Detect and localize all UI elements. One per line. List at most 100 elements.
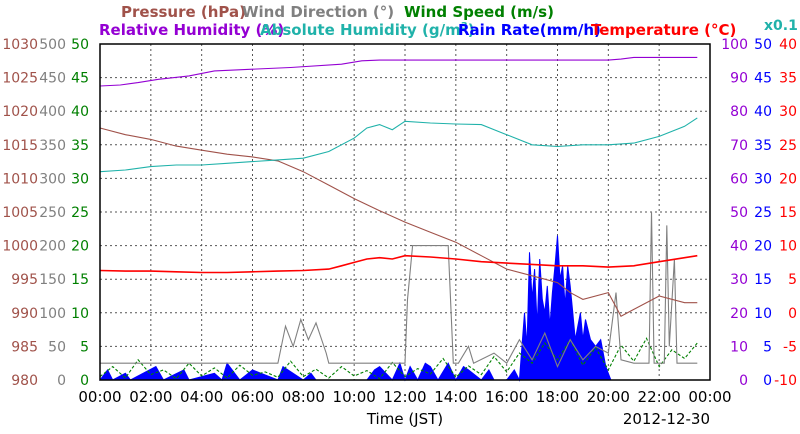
y-tick-humidity: 10 [730,339,748,355]
y-tick-temperature: 10 [779,239,797,255]
y-tick-humidity: 40 [730,239,748,255]
y-tick-rain-rate: 10 [754,306,772,322]
abs-humidity-multiplier: x0.1 [764,18,798,34]
y-tick-humidity: 50 [730,205,748,221]
x-tick-label: 06:00 [231,388,274,406]
y-tick-wind-speed: 45 [71,71,89,87]
y-tick-wind-direction: 250 [39,205,66,221]
y-tick-temperature: 0 [788,306,797,322]
y-tick-pressure: 985 [11,339,38,355]
x-axis-ticks: 00:00 02:00 04:00 06:00 08:00 10:00 12:00 14:00… [78,388,731,406]
series-layer [98,56,698,382]
y-tick-wind-speed: 15 [71,272,89,288]
y-tick-wind-direction: 500 [39,37,66,53]
y-tick-pressure: 1010 [2,171,38,187]
y-tick-pressure: 1005 [2,205,38,221]
y-tick-humidity: 0 [739,373,748,389]
y-tick-humidity: 70 [730,138,748,154]
plot-frame [99,43,711,381]
x-tick-label: 14:00 [434,388,477,406]
y-tick-wind-speed: 50 [71,37,89,53]
y-tick-wind-direction: 200 [39,239,66,255]
y-tick-wind-direction: 0 [57,373,66,389]
y-tick-humidity: 20 [730,306,748,322]
y-tick-pressure: 1015 [2,138,38,154]
y-tick-wind-speed: 40 [71,104,89,120]
right-axes: 0102030405060708090100051015202530354045… [721,37,797,389]
y-tick-wind-speed: 25 [71,205,89,221]
title-rain-rate: Rain Rate(mm/h) [458,21,601,39]
x-tick-label: 22:00 [638,388,681,406]
y-tick-pressure: 995 [11,272,38,288]
y-tick-humidity: 80 [730,104,748,120]
y-tick-temperature: 15 [779,205,797,221]
y-tick-humidity: 100 [721,37,748,53]
title-absolute-humidity-close: ) [468,21,475,39]
y-tick-temperature: -10 [774,373,797,389]
y-tick-wind-direction: 150 [39,272,66,288]
y-tick-rain-rate: 25 [754,205,772,221]
x-tick-label: 00:00 [688,388,731,406]
series-pressure [99,127,698,317]
y-tick-wind-speed: 5 [80,339,89,355]
x-axis-label: Time (JST) [366,410,443,428]
y-tick-temperature: 30 [779,104,797,120]
y-tick-temperature: 25 [779,138,797,154]
y-tick-rain-rate: 50 [754,37,772,53]
x-tick-label: 04:00 [180,388,223,406]
y-tick-humidity: 30 [730,272,748,288]
y-tick-pressure: 990 [11,306,38,322]
y-tick-wind-speed: 20 [71,239,89,255]
y-tick-rain-rate: 5 [763,339,772,355]
series-absolute-humidity [99,117,698,173]
series-temperature [99,254,698,274]
chart-title-row-2: Relative Humidity (%) Absolute Humidity … [99,21,736,39]
x-tick-label: 02:00 [129,388,172,406]
y-tick-wind-speed: 0 [80,373,89,389]
y-tick-rain-rate: 0 [763,373,772,389]
y-tick-wind-direction: 100 [39,306,66,322]
y-tick-wind-direction: 300 [39,171,66,187]
y-tick-pressure: 980 [11,373,38,389]
left-axes: 9809859909951000100510101015102010251030… [2,37,89,389]
title-wind-speed: Wind Speed (m/s) [404,3,554,21]
x-tick-label: 12:00 [383,388,426,406]
x-tick-label: 08:00 [282,388,325,406]
title-pressure: Pressure (hPa) [121,3,246,21]
title-absolute-humidity-text: Absolute Humidity (g/m [260,21,461,39]
y-tick-wind-speed: 10 [71,306,89,322]
series-relative-humidity [99,56,698,87]
y-tick-rain-rate: 20 [754,239,772,255]
x-tick-label: 00:00 [78,388,121,406]
x-tick-label: 16:00 [485,388,528,406]
y-tick-rain-rate: 30 [754,171,772,187]
series-wind-direction [100,211,698,369]
title-absolute-humidity: Absolute Humidity (g/m3) [260,21,475,39]
y-tick-temperature: 5 [788,272,797,288]
y-tick-pressure: 1020 [2,104,38,120]
y-tick-pressure: 1030 [2,37,38,53]
y-tick-pressure: 1025 [2,71,38,87]
y-tick-wind-direction: 450 [39,71,66,87]
x-tick-label: 10:00 [333,388,376,406]
y-tick-rain-rate: 35 [754,138,772,154]
series-wind-speed [99,337,698,380]
series-rain-rate [98,235,612,382]
y-tick-rain-rate: 15 [754,272,772,288]
chart-date: 2012-12-30 [623,410,710,428]
y-tick-wind-speed: 30 [71,171,89,187]
y-tick-temperature: 40 [779,37,797,53]
y-tick-humidity: 60 [730,171,748,187]
y-tick-wind-speed: 35 [71,138,89,154]
x-tick-label: 20:00 [587,388,630,406]
y-tick-pressure: 1000 [2,239,38,255]
title-relative-humidity: Relative Humidity (%) [99,21,284,39]
title-wind-direction: Wind Direction (°) [242,3,394,21]
y-tick-temperature: 35 [779,71,797,87]
y-tick-wind-direction: 350 [39,138,66,154]
y-tick-temperature: 20 [779,171,797,187]
title-temperature: Temperature (°C) [591,21,736,39]
chart-title-row-1: Pressure (hPa) Wind Direction (°) Wind S… [121,3,554,21]
y-tick-wind-direction: 400 [39,104,66,120]
